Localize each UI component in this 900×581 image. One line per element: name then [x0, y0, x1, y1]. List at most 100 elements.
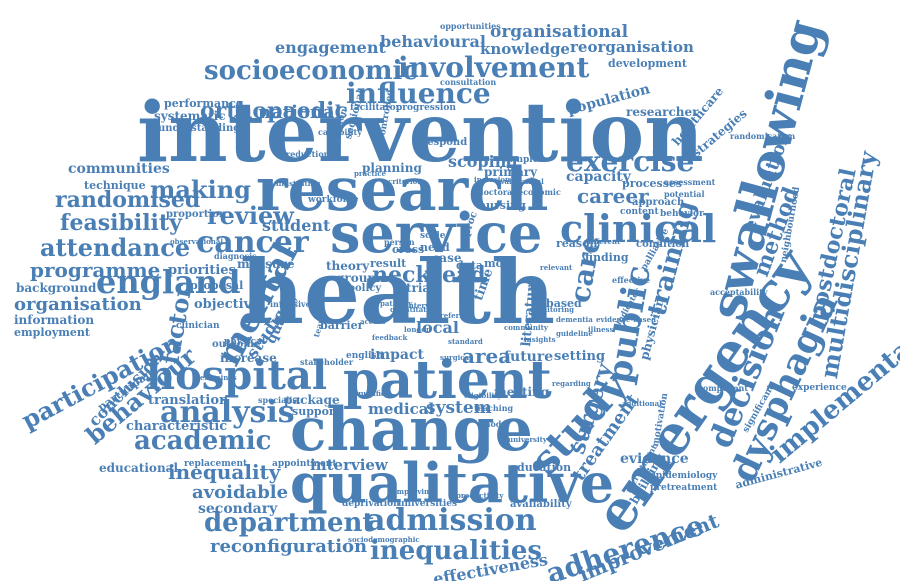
cloud-word: reconfiguration	[210, 536, 368, 557]
cloud-word: employment	[14, 326, 90, 339]
cloud-word: capability	[318, 127, 362, 137]
cloud-word: london	[404, 325, 432, 334]
cloud-word: replacement	[184, 459, 248, 469]
cloud-word: guideline	[556, 329, 593, 338]
cloud-word: randomised	[55, 187, 201, 213]
cloud-word: dementia	[556, 315, 593, 324]
cloud-word: outcome	[212, 339, 261, 350]
cloud-word: pathway	[380, 299, 413, 308]
cloud-word: evidence-based	[596, 315, 656, 324]
cloud-word: attendance	[40, 233, 191, 262]
cloud-word: meeting	[494, 385, 550, 399]
cloud-word: reorganisation	[570, 38, 694, 56]
cloud-word: person	[384, 237, 415, 247]
cloud-word: illness	[588, 325, 614, 334]
cloud-word: universities	[398, 499, 458, 509]
cloud-word: component	[698, 383, 749, 393]
cloud-word: future	[504, 349, 554, 365]
cloud-word: epidemiology	[650, 471, 718, 481]
cloud-word: intensive	[270, 299, 311, 309]
cloud-word: educational	[99, 461, 178, 475]
cloud-word: experience	[792, 383, 847, 393]
cloud-word: complex	[502, 155, 544, 165]
cloud-word: opportunities	[440, 21, 501, 31]
cloud-word: review	[207, 201, 294, 230]
cloud-word: most	[484, 257, 515, 270]
cloud-word: pretreatment	[650, 483, 718, 493]
cloud-word: consultation	[440, 77, 497, 87]
cloud-word: primary	[484, 165, 538, 179]
cloud-word: impact	[370, 347, 424, 363]
cloud-word: clinical	[560, 206, 717, 251]
cloud-word: observational	[170, 237, 224, 246]
cloud-word: productivity	[456, 491, 504, 500]
cloud-word: neck	[372, 262, 431, 288]
cloud-word: organisation	[14, 294, 142, 315]
cloud-word: appointment	[272, 459, 337, 469]
cloud-word: health	[240, 240, 556, 344]
cloud-word: assessment	[664, 177, 716, 187]
cloud-word: interview	[310, 456, 388, 474]
cloud-word: relevant	[540, 263, 573, 272]
cloud-word: standard	[448, 337, 483, 346]
cloud-word: avoidable	[192, 482, 289, 503]
cloud-word: england	[96, 263, 241, 301]
cloud-word: inequalities	[370, 536, 543, 566]
cloud-word: organisational	[490, 22, 629, 42]
cloud-word: inclusion	[474, 175, 511, 184]
cloud-word: trial	[406, 281, 435, 295]
cloud-word: background	[16, 281, 97, 295]
cloud-word: involvement	[398, 51, 590, 84]
cloud-word: english	[346, 351, 384, 361]
cloud-word: behavior	[660, 209, 704, 219]
cloud-word: patient	[343, 350, 552, 411]
cloud-word: availability	[510, 499, 572, 510]
cloud-word: improving	[394, 487, 435, 496]
cloud-word: examines	[200, 373, 237, 382]
cloud-word: education	[510, 461, 572, 474]
cloud-word: secondary	[198, 501, 278, 517]
cloud-word: teaching	[474, 403, 514, 413]
cloud-word: information	[14, 313, 95, 327]
cloud-word: development	[608, 57, 688, 70]
cloud-word: approach	[632, 197, 685, 208]
cloud-word: result	[370, 257, 407, 270]
cloud-word: randomisation	[730, 131, 796, 141]
cloud-word: illustrating	[276, 179, 321, 188]
cloud-word: nursing	[478, 199, 526, 212]
cloud-word: socioeconomic	[204, 56, 419, 86]
cloud-word: processes	[622, 177, 683, 190]
cloud-word: additional	[622, 399, 662, 408]
cloud-word: potential	[664, 189, 705, 199]
cloud-word: facilitator	[350, 103, 401, 113]
cloud-word: different	[586, 237, 621, 246]
cloud-word: measure	[237, 257, 295, 271]
cloud-word: clinician	[176, 321, 220, 331]
cloud-word: medical	[368, 400, 435, 418]
cloud-word: local	[416, 318, 459, 337]
cloud-word: criterion	[388, 177, 423, 186]
cloud-word: behavioural	[380, 32, 486, 51]
cloud-word: engagement	[275, 38, 386, 57]
cloud-word: need	[420, 241, 450, 254]
cloud-word: group	[336, 271, 376, 285]
cloud-word: hospital	[146, 352, 328, 399]
cloud-word: department	[204, 508, 375, 538]
cloud-word: analysis	[160, 395, 295, 430]
cloud-word: economic	[518, 187, 561, 197]
cloud-word: effective	[612, 275, 651, 285]
cloud-word: cross	[392, 243, 425, 256]
cloud-word: academic	[134, 426, 272, 456]
cloud-word: performance	[164, 97, 243, 110]
cloud-word: technique	[84, 179, 146, 192]
cloud-word: finding	[585, 251, 629, 264]
cloud-word: change	[290, 395, 533, 465]
cloud-word: practice	[354, 169, 386, 178]
cloud-word: communities	[68, 161, 170, 177]
cloud-word: condition	[636, 239, 690, 250]
cloud-word: progression	[396, 103, 456, 113]
cloud-word: understanding	[158, 123, 241, 134]
cloud-word: research	[256, 155, 549, 225]
cloud-word: diagnosis	[214, 251, 257, 261]
cloud-word: career	[577, 184, 649, 208]
